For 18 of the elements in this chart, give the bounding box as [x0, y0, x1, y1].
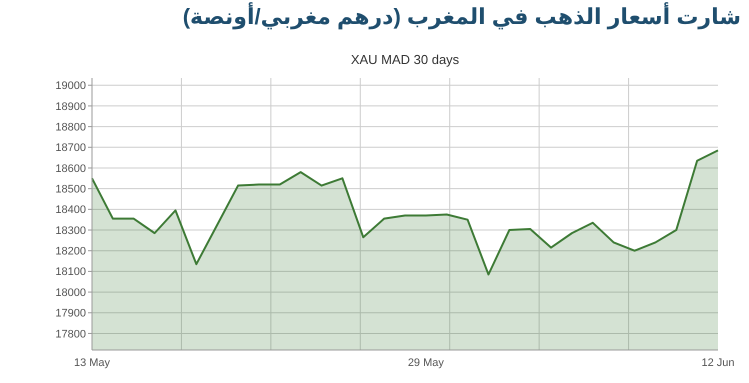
chart-title: شارت أسعار الذهب في المغرب (درهم مغربي/أونصة) [182, 2, 741, 30]
x-tick-label: 12 Jun [701, 357, 735, 369]
y-tick-label: 18700 [55, 142, 86, 154]
x-tick-label: 29 May [408, 357, 444, 369]
y-tick-label: 19000 [55, 80, 86, 92]
y-tick-label: 18400 [55, 204, 86, 216]
y-tick-label: 18100 [55, 266, 86, 278]
y-tick-label: 18300 [55, 224, 86, 237]
y-tick-label: 18000 [55, 286, 86, 299]
y-tick-label: 17800 [55, 328, 86, 340]
x-tick-label: 13 May [74, 357, 111, 369]
y-tick-label: 18500 [55, 184, 86, 196]
y-tick-label: 18900 [55, 100, 86, 113]
chart-subtitle: XAU MAD 30 days [350, 52, 460, 67]
y-tick-label: 17900 [55, 308, 86, 320]
y-tick-label: 18800 [55, 121, 86, 134]
y-tick-label: 18600 [55, 162, 86, 175]
y-tick-label: 18200 [55, 246, 86, 258]
